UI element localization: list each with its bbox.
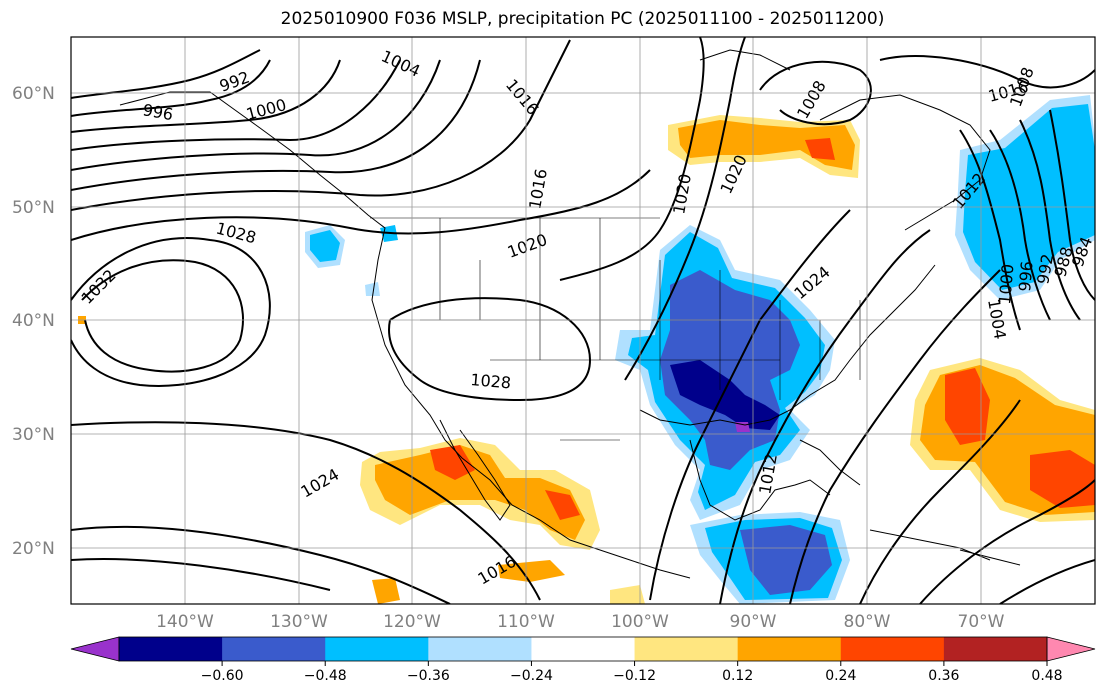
colorbar-segment [325, 637, 429, 661]
colorbar-extend-low [70, 636, 120, 662]
colorbar-segment [222, 637, 326, 661]
lat-label: 40°N [12, 311, 55, 331]
colorbar-segment [531, 637, 636, 661]
lon-label: 110°W [497, 612, 555, 632]
lon-label: 100°W [611, 612, 669, 632]
lat-label: 30°N [12, 425, 55, 445]
lon-label: 80°W [844, 612, 891, 632]
precip-anomaly-shading [78, 95, 1095, 604]
coastlines [119, 49, 1021, 579]
colorbar-tick-label: 0.24 [825, 668, 856, 684]
colorbar-segment [119, 637, 223, 661]
colorbar: −0.60 −0.48 −0.36 −0.24 −0.12 0.12 0.24 0.36 0.4… [70, 636, 1096, 684]
colorbar-segment [943, 637, 1048, 661]
lon-label: 120°W [383, 612, 441, 632]
lon-label: 70°W [958, 612, 1005, 632]
lat-label: 50°N [12, 198, 55, 218]
map-frame [70, 36, 1096, 605]
lon-label: 140°W [156, 612, 214, 632]
colorbar-segment [428, 637, 532, 661]
lat-label: 20°N [12, 539, 55, 559]
lat-label: 60°N [12, 84, 55, 104]
colorbar-tick-label: −0.24 [510, 668, 553, 684]
graticule [71, 37, 1095, 604]
colorbar-tick-label: 0.12 [722, 668, 753, 684]
colorbar-segment [737, 637, 842, 661]
colorbar-segment [634, 637, 739, 661]
lon-label: 130°W [270, 612, 328, 632]
colorbar-tick-label: −0.48 [304, 668, 347, 684]
colorbar-tick-label: −0.60 [201, 668, 244, 684]
colorbar-tick-label: −0.12 [613, 668, 656, 684]
isobar-label: 1000 [995, 263, 1017, 305]
longitude-labels: 140°W 130°W 120°W 110°W 100°W 90°W 80°W … [156, 612, 1005, 632]
colorbar-tick-label: 0.36 [928, 668, 959, 684]
isobar-label: 996 [1015, 260, 1037, 292]
lon-label: 90°W [730, 612, 777, 632]
colorbar-tick-label: −0.36 [407, 668, 450, 684]
latitude-labels: 60°N 50°N 40°N 30°N 20°N [12, 84, 55, 559]
map-title: 2025010900 F036 MSLP, precipitation PC (… [280, 9, 885, 29]
colorbar-tick-label: 0.48 [1031, 668, 1062, 684]
isobars [71, 37, 1095, 604]
colorbar-segment [840, 637, 945, 661]
isobar-label: 1028 [470, 370, 512, 392]
colorbar-extend-high [1046, 636, 1096, 662]
colorbar-outline [118, 636, 1048, 662]
